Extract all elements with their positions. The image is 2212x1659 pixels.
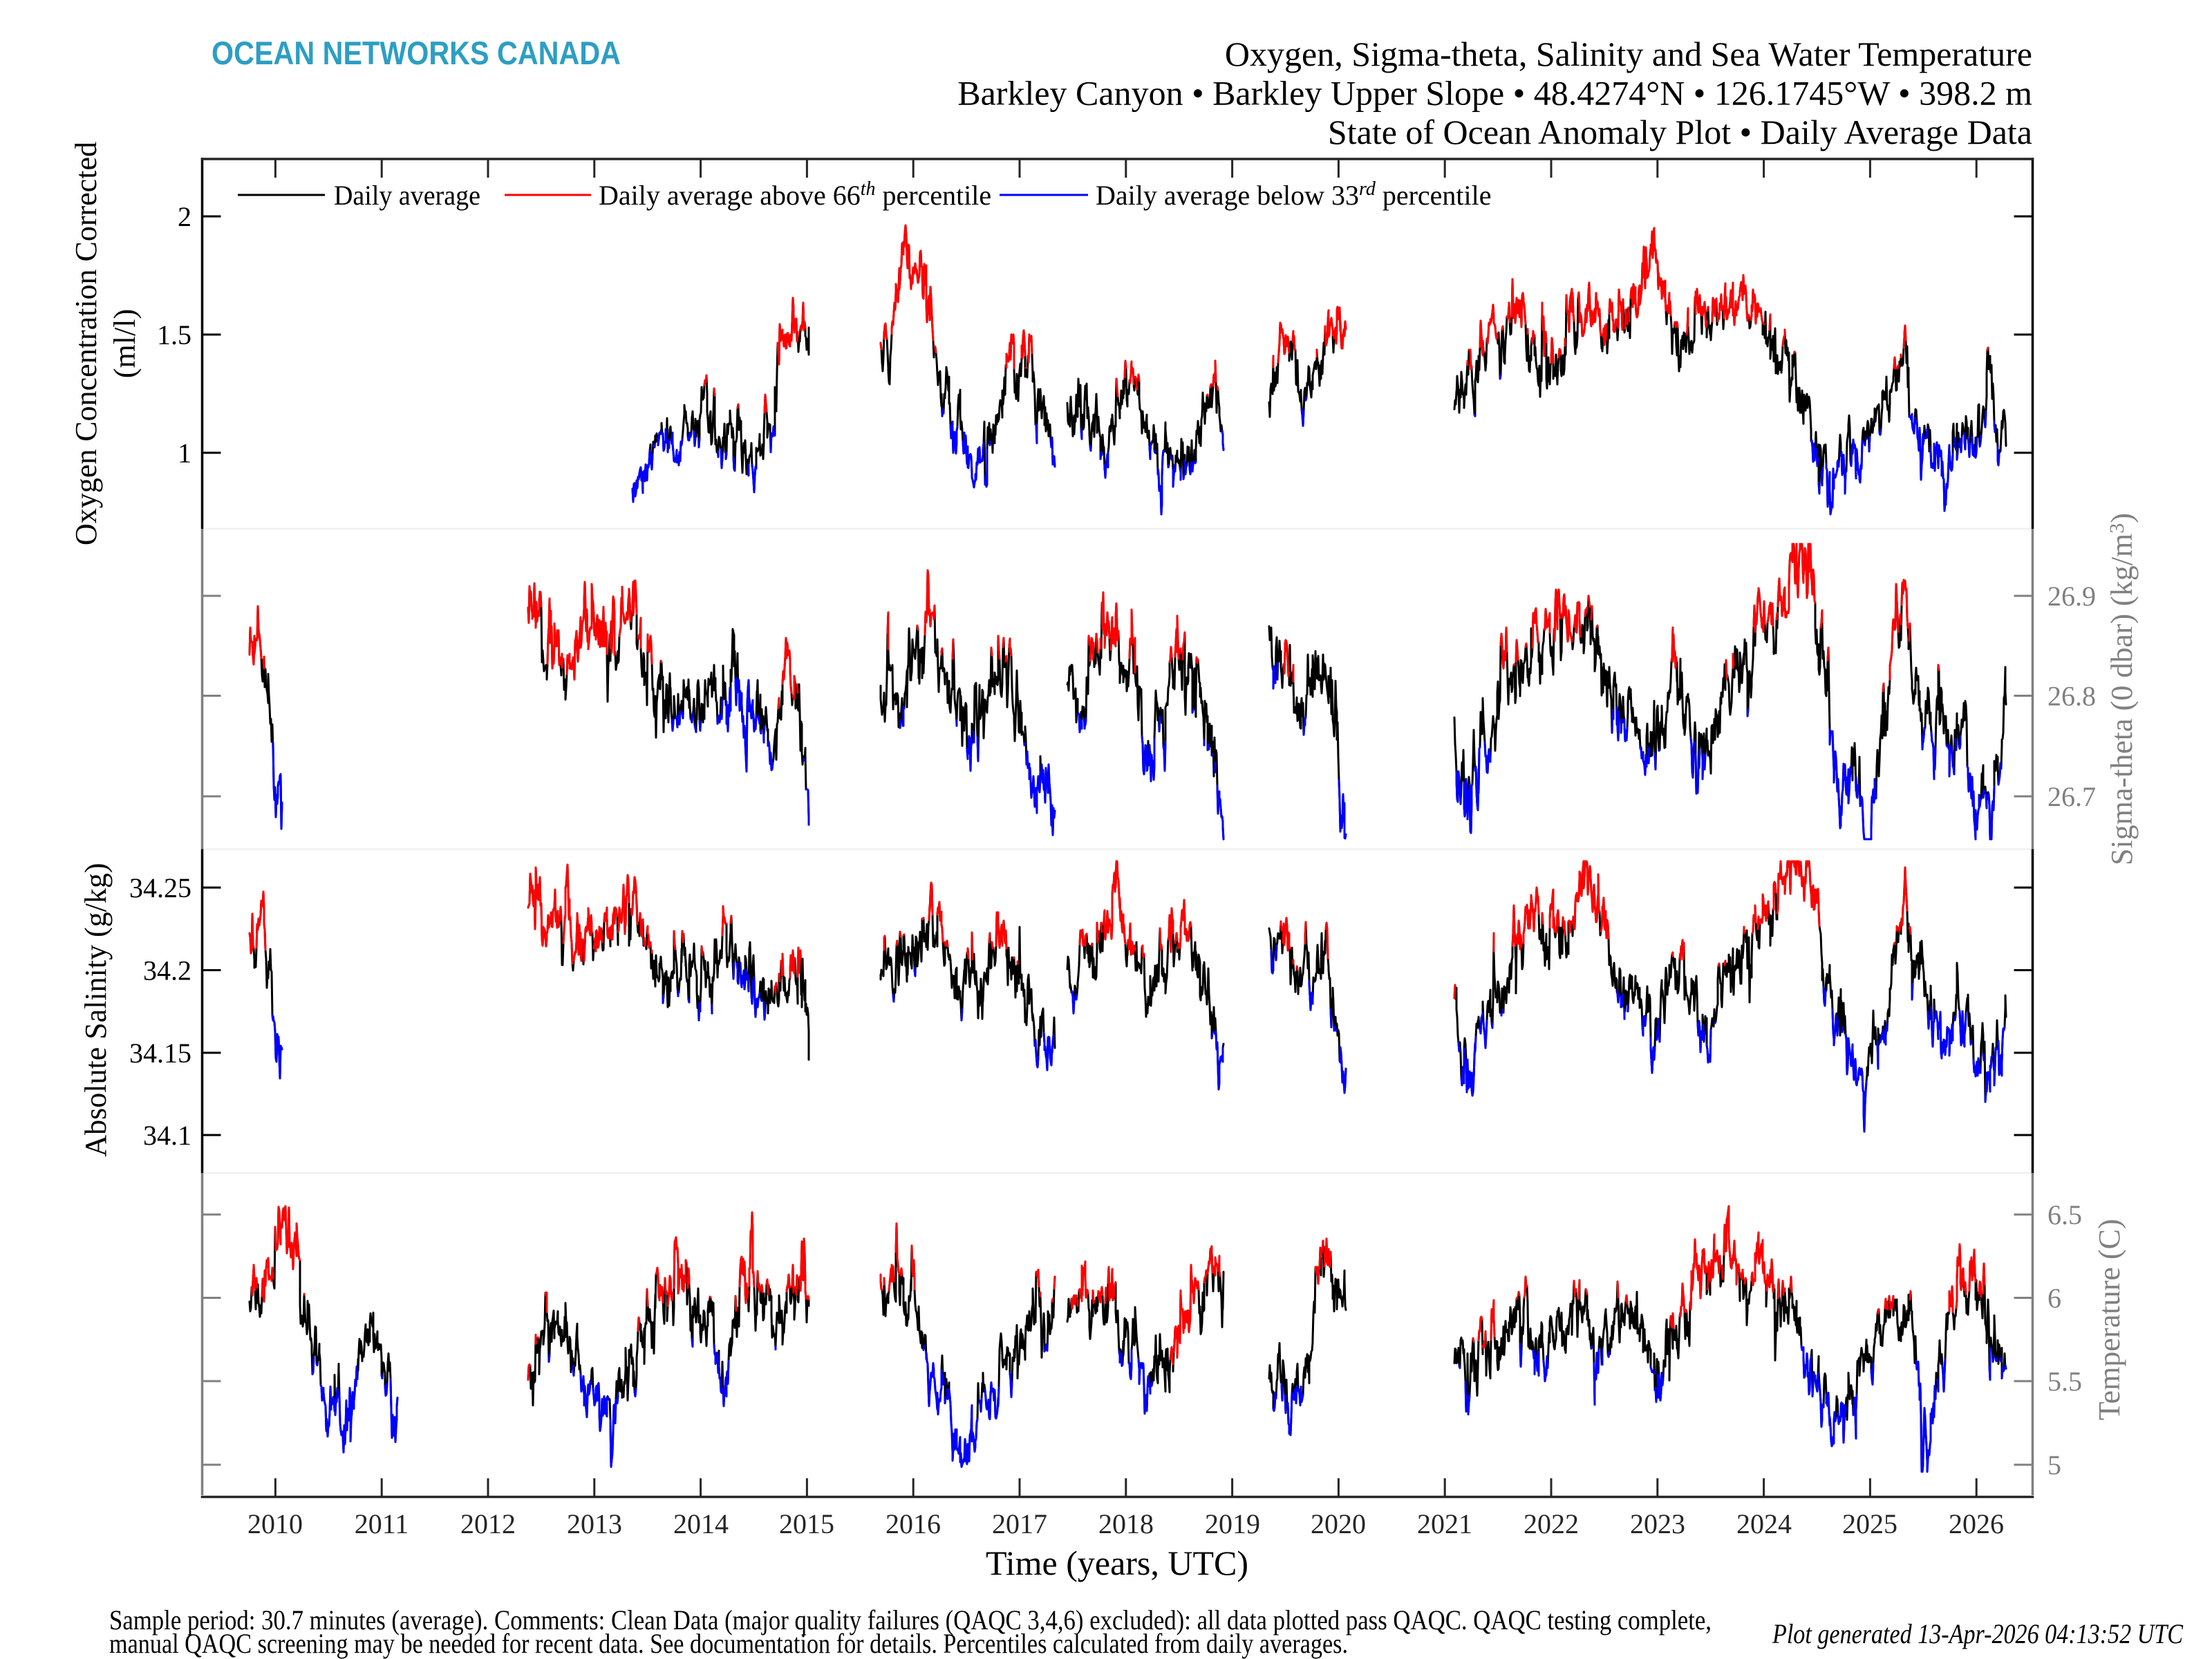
svg-text:2025: 2025: [1842, 1508, 1897, 1539]
svg-text:34.15: 34.15: [129, 1038, 191, 1069]
svg-text:Temperature (C): Temperature (C): [2092, 1219, 2126, 1420]
svg-text:26.8: 26.8: [2047, 681, 2096, 712]
svg-text:6: 6: [2047, 1283, 2061, 1314]
svg-text:34.2: 34.2: [143, 955, 191, 986]
svg-text:2012: 2012: [460, 1508, 516, 1539]
svg-text:5: 5: [2047, 1450, 2061, 1481]
svg-text:2023: 2023: [1630, 1508, 1685, 1539]
svg-text:26.9: 26.9: [2047, 581, 2096, 612]
svg-text:2019: 2019: [1205, 1508, 1260, 1539]
svg-text:State of Ocean Anomaly Plot •: State of Ocean Anomaly Plot • Daily Aver…: [1328, 113, 2032, 151]
svg-text:Plot generated 13-Apr-2026 04:: Plot generated 13-Apr-2026 04:13:52 UTC: [1772, 1618, 2184, 1649]
svg-text:2015: 2015: [779, 1508, 834, 1539]
svg-text:2011: 2011: [355, 1508, 409, 1539]
svg-text:2014: 2014: [673, 1508, 729, 1539]
svg-text:2016: 2016: [885, 1508, 941, 1539]
svg-text:2026: 2026: [1949, 1508, 2004, 1539]
svg-text:6.5: 6.5: [2047, 1199, 2082, 1230]
svg-text:2010: 2010: [247, 1508, 303, 1539]
svg-text:Daily average above 66th perce: Daily average above 66th percentile: [599, 178, 991, 211]
svg-text:Barkley Canyon • Barkley Upper: Barkley Canyon • Barkley Upper Slope • 4…: [957, 74, 2032, 113]
svg-text:Daily average below 33rd perce: Daily average below 33rd percentile: [1096, 178, 1492, 211]
svg-text:2022: 2022: [1524, 1508, 1579, 1539]
svg-text:2020: 2020: [1311, 1508, 1366, 1539]
svg-text:2013: 2013: [567, 1508, 622, 1539]
svg-text:2: 2: [178, 201, 191, 232]
svg-text:Absolute Salinity (g/kg): Absolute Salinity (g/kg): [79, 863, 113, 1156]
svg-text:2018: 2018: [1098, 1508, 1154, 1539]
svg-text:34.25: 34.25: [129, 872, 191, 903]
svg-text:1.5: 1.5: [157, 319, 191, 350]
svg-text:2021: 2021: [1417, 1508, 1472, 1539]
svg-text:1: 1: [178, 438, 191, 469]
svg-text:OCEAN NETWORKS CANADA: OCEAN NETWORKS CANADA: [212, 35, 621, 71]
svg-text:Sample period: 30.7 minutes (a: Sample period: 30.7 minutes (average). C…: [109, 1604, 1712, 1635]
svg-text:2024: 2024: [1736, 1508, 1792, 1539]
svg-text:26.7: 26.7: [2047, 781, 2096, 812]
svg-text:Daily average: Daily average: [334, 180, 480, 211]
svg-text:Oxygen, Sigma-theta, Salinity: Oxygen, Sigma-theta, Salinity and Sea Wa…: [1225, 35, 2032, 73]
svg-text:Sigma-theta (0 dbar) (kg/m3): Sigma-theta (0 dbar) (kg/m3): [2105, 513, 2139, 865]
svg-text:5.5: 5.5: [2047, 1366, 2082, 1397]
svg-text:(ml/l): (ml/l): [108, 309, 142, 378]
svg-text:34.1: 34.1: [143, 1120, 191, 1151]
svg-text:Time (years, UTC): Time (years, UTC): [986, 1544, 1248, 1582]
svg-text:2017: 2017: [992, 1508, 1047, 1539]
svg-text:Oxygen Concentration Corrected: Oxygen Concentration Corrected: [69, 142, 103, 545]
svg-text:manual QAQC screening may be n: manual QAQC screening may be needed for …: [109, 1628, 1348, 1659]
